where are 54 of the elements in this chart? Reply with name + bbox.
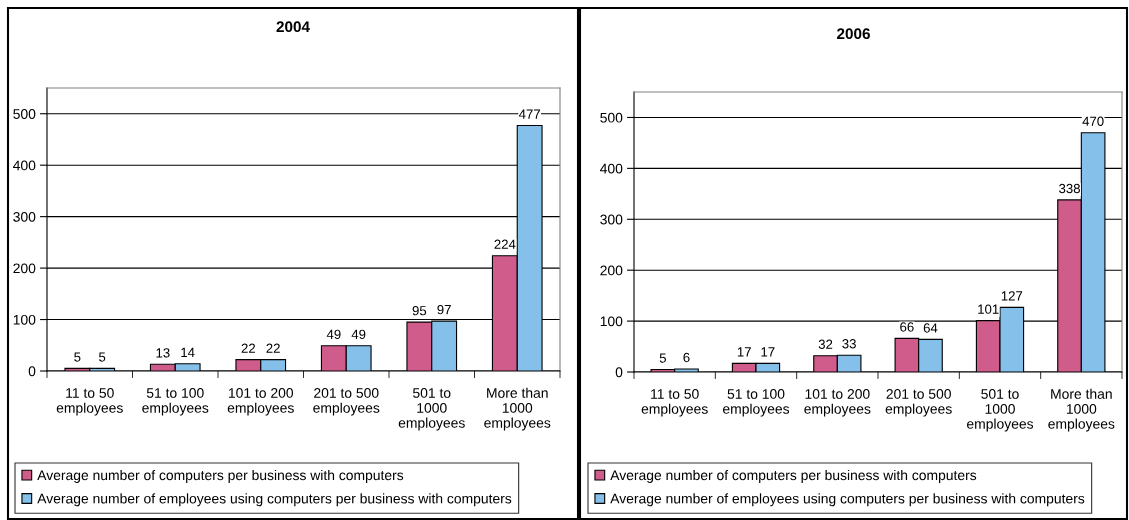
data-label: 477	[518, 109, 540, 119]
data-label: 22	[241, 343, 256, 353]
data-label: 13	[156, 348, 170, 358]
y-tick-label: 500	[600, 112, 623, 123]
data-label: 338	[1059, 183, 1080, 194]
y-tick-label: 400	[13, 160, 36, 171]
legend-label: Average number of employees using computers per business with computers	[610, 493, 1085, 507]
data-label: 470	[1082, 116, 1104, 126]
legend-label: Average number of computers per business with computers	[37, 469, 404, 483]
x-tick-label: 51 to 100 employees	[723, 389, 790, 417]
x-tick-label: More than 1000 employees	[1048, 388, 1115, 432]
data-label: 97	[437, 304, 451, 315]
y-tick-label: 400	[600, 163, 623, 174]
y-tick-label: 0	[615, 367, 623, 378]
data-label: 101	[978, 304, 999, 314]
chart-title: 2004	[276, 21, 310, 33]
chart-title: 2006	[837, 28, 870, 40]
data-label: 33	[842, 339, 856, 349]
data-label: 5	[74, 352, 81, 362]
data-label: 66	[900, 322, 914, 332]
y-tick-label: 100	[600, 316, 623, 327]
data-label: 95	[412, 306, 427, 316]
y-tick-label: 300	[13, 211, 36, 222]
data-label: 49	[351, 329, 366, 340]
x-tick-label: 101 to 200 employees	[804, 389, 871, 417]
data-label: 127	[1001, 291, 1023, 301]
x-tick-label: 11 to 50 employees	[56, 388, 123, 416]
x-tick-label: 201 to 500 employees	[885, 389, 952, 417]
x-tick-label: 501 to 1000 employees	[967, 389, 1034, 432]
y-tick-label: 500	[13, 109, 36, 119]
data-label: 5	[659, 353, 666, 363]
data-label: 32	[818, 339, 833, 349]
data-label: 49	[326, 329, 341, 340]
legend-label: Average number of computers per business with computers	[610, 469, 977, 483]
y-tick-label: 300	[600, 214, 623, 225]
data-label: 17	[761, 347, 775, 357]
data-label: 6	[683, 352, 690, 363]
data-label: 14	[181, 347, 195, 357]
x-tick-label: More than 1000 employees	[484, 387, 551, 431]
y-tick-label: 100	[13, 314, 36, 325]
data-label: 5	[99, 352, 106, 362]
x-tick-label: 501 to 1000 employees	[398, 388, 465, 431]
y-tick-label: 200	[13, 263, 36, 274]
x-tick-label: 101 to 200 employees	[227, 388, 294, 416]
x-tick-label: 51 to 100 employees	[142, 388, 209, 416]
data-label: 22	[266, 343, 280, 353]
data-label: 64	[923, 323, 938, 333]
data-label: 17	[737, 347, 751, 357]
legend-label: Average number of employees using computers per business with computers	[37, 493, 512, 507]
x-tick-label: 201 to 500 employees	[313, 388, 380, 416]
y-tick-label: 0	[28, 366, 36, 377]
y-tick-label: 200	[600, 265, 623, 276]
data-label: 224	[494, 239, 516, 249]
x-tick-label: 11 to 50 employees	[641, 389, 708, 417]
